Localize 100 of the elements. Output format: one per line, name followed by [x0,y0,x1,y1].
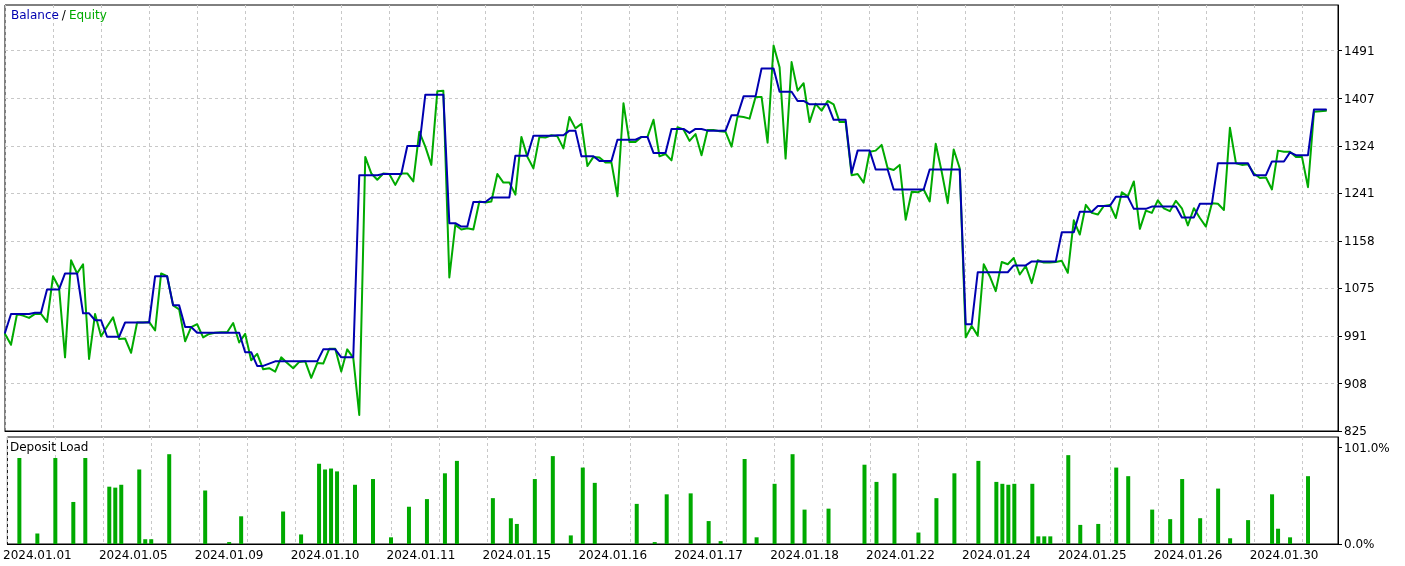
x-tick-label: 2024.01.24 [962,548,1031,562]
bar [406,506,411,544]
bar [1126,476,1131,544]
bar [371,479,375,544]
y-tick-label: 1241 [1344,186,1375,201]
bar [1306,476,1311,544]
y-tick-label: 101.0% [1344,440,1390,455]
x-tick-label: 2024.01.30 [1249,548,1319,562]
bar [802,509,807,544]
line-series [4,44,1327,417]
chart-title: Deposit Load [10,440,89,454]
y-tick-label: 1407 [1344,91,1375,106]
bar [454,460,459,544]
y-tick-label: 1075 [1344,281,1375,296]
bar [143,539,148,544]
bar [772,483,777,544]
bar [53,458,58,544]
bar [1216,488,1221,544]
bar [388,537,393,544]
bar [490,498,495,544]
x-tick-label: 2024.01.15 [482,548,552,562]
bar [826,508,831,544]
bar [35,533,40,544]
bar [634,503,639,544]
bar [550,456,555,544]
bar [1012,483,1017,544]
bar [1270,494,1275,544]
bar [1180,479,1185,544]
bar [1150,509,1155,544]
bar [203,490,208,544]
bar [83,458,88,544]
bar [790,454,795,544]
bar [514,523,519,544]
bar [742,458,747,544]
bar [1276,528,1281,544]
bar [335,471,340,544]
bar [892,473,897,544]
y-tick-label: 1324 [1344,139,1375,154]
bar [1042,536,1047,544]
bar [1078,524,1083,544]
bar [1036,536,1041,544]
bar [1006,484,1011,544]
bar [952,473,957,544]
y-tick-label: 1491 [1344,43,1375,58]
bar [167,454,172,544]
bar [424,499,429,544]
bar [508,518,513,544]
bar [299,534,304,544]
y-tick-label: 991 [1344,329,1367,344]
x-tick-label: 2024.01.05 [98,548,168,562]
bar [353,484,358,544]
bar [113,487,118,544]
bar [329,468,334,544]
bar [119,484,124,544]
x-tick-label: 2024.01.18 [770,548,839,562]
x-tick-label: 2024.01.01 [2,548,72,562]
bar [916,532,921,544]
bar [1198,518,1203,544]
bar [568,535,573,544]
bar [754,537,759,544]
y-tick-label: 1158 [1344,233,1375,248]
x-tick-label: 2024.01.16 [578,548,648,562]
bar [71,501,76,544]
x-tick-label: 2024.01.26 [1153,548,1223,562]
bar [17,458,22,544]
bar [994,481,999,544]
bar [442,473,447,544]
bar [592,482,597,544]
bar [149,539,154,544]
y-tick-label: 0.0% [1344,537,1375,551]
bar [323,469,328,544]
bar [1096,523,1101,544]
bar [281,511,286,544]
y-tick-label: 825 [1344,424,1367,438]
bar [239,516,244,544]
y-tick-label: 908 [1344,376,1367,391]
text: Equity [68,8,107,22]
x-tick-label: 2024.01.17 [674,548,744,562]
bar [706,521,711,544]
bar [1048,536,1053,544]
bar [532,479,537,544]
text: Balance [11,8,59,22]
bar [580,467,585,544]
bar [1030,483,1035,544]
x-tick-label: 2024.01.11 [386,548,456,562]
x-tick-label: 2024.01.09 [194,548,264,562]
bar [317,463,322,544]
bar [664,494,669,544]
bar [1000,483,1005,544]
bar [1246,520,1251,544]
bar [976,460,981,544]
x-tick-label: 2024.01.25 [1057,548,1127,562]
x-tick-label: 2024.01.22 [866,548,935,562]
bar [934,498,939,544]
bar [1288,537,1293,544]
bar [862,464,867,544]
annotation: / [61,8,67,22]
bar [718,541,723,544]
bar [1168,519,1173,544]
bar [107,486,112,544]
